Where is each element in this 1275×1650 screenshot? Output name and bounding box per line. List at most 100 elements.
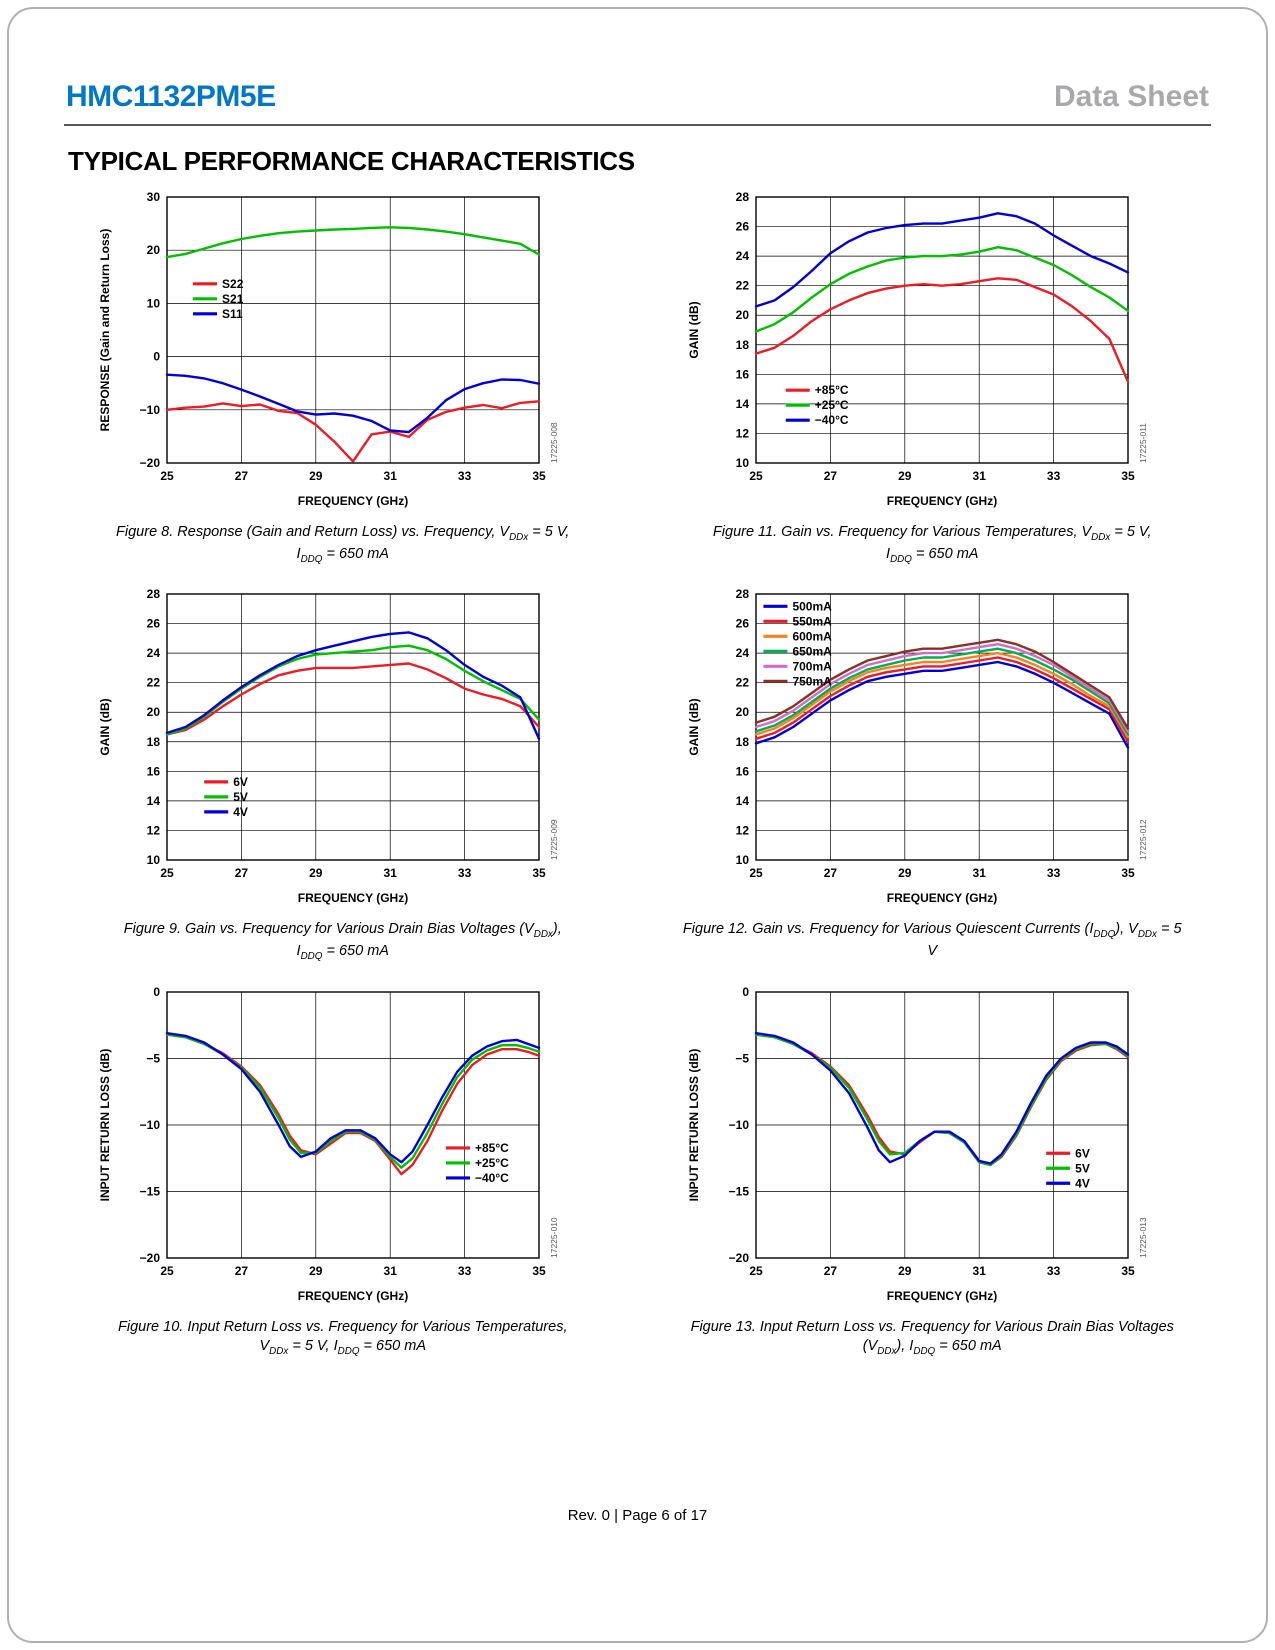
svg-text:17225-013: 17225-013 bbox=[1138, 1217, 1148, 1258]
svg-text:FREQUENCY (GHz): FREQUENCY (GHz) bbox=[298, 891, 408, 905]
svg-text:−40°C: −40°C bbox=[475, 1171, 509, 1185]
svg-text:26: 26 bbox=[736, 617, 750, 631]
chart-area: 25 27 29 31 33 35 28 26 24 22 20 18 16 14 12 10 6V 5V 4V FR… bbox=[93, 582, 593, 916]
svg-text:4V: 4V bbox=[1075, 1176, 1090, 1190]
svg-text:27: 27 bbox=[824, 469, 838, 483]
svg-text:25: 25 bbox=[750, 469, 764, 483]
svg-text:5V: 5V bbox=[233, 790, 248, 804]
svg-text:18: 18 bbox=[146, 735, 160, 749]
svg-text:INPUT RETURN LOSS (dB): INPUT RETURN LOSS (dB) bbox=[98, 1048, 112, 1201]
svg-text:28: 28 bbox=[736, 587, 750, 601]
svg-text:GAIN (dB): GAIN (dB) bbox=[687, 301, 701, 358]
svg-text:−15: −15 bbox=[139, 1184, 160, 1198]
chart-area: 25 27 29 31 33 35 30 20 10 0 −10 −20 S22 S21 S11 FREQUE… bbox=[93, 185, 593, 519]
chart-svg-17225-011: 25 27 29 31 33 35 28 26 24 22 20 18 16 14 12 10 +85°C+25… bbox=[687, 190, 1148, 508]
page-footer: Rev. 0 | Page 6 of 17 bbox=[567, 1507, 708, 1524]
svg-text:S22: S22 bbox=[222, 277, 244, 291]
svg-text:INPUT RETURN LOSS (dB): INPUT RETURN LOSS (dB) bbox=[687, 1048, 701, 1201]
figure-13: 25 27 29 31 33 35 0 −5 −10 −15 −20 6V 5V 4V FREQUENCY … bbox=[682, 980, 1182, 1359]
svg-text:+85°C: +85°C bbox=[475, 1141, 509, 1155]
svg-text:14: 14 bbox=[736, 794, 750, 808]
svg-text:6V: 6V bbox=[1075, 1146, 1090, 1160]
svg-text:29: 29 bbox=[309, 1264, 323, 1278]
svg-text:17225-009: 17225-009 bbox=[549, 819, 559, 860]
chart-area: 25 27 29 31 33 35 0 −5 −10 −15 −20 +85°C +25°C −40°C F… bbox=[93, 980, 593, 1314]
svg-text:0: 0 bbox=[153, 350, 160, 364]
svg-text:16: 16 bbox=[736, 765, 750, 779]
svg-text:33: 33 bbox=[458, 1264, 472, 1278]
svg-text:−10: −10 bbox=[139, 403, 160, 417]
svg-text:−20: −20 bbox=[139, 456, 160, 470]
figure-10: 25 27 29 31 33 35 0 −5 −10 −15 −20 +85°C +25°C −40°C F… bbox=[93, 980, 593, 1359]
svg-text:27: 27 bbox=[234, 1264, 248, 1278]
svg-text:GAIN (dB): GAIN (dB) bbox=[687, 699, 701, 756]
header-rule bbox=[64, 124, 1211, 126]
svg-text:20: 20 bbox=[146, 706, 160, 720]
svg-text:31: 31 bbox=[383, 866, 397, 880]
svg-text:24: 24 bbox=[146, 647, 160, 661]
svg-text:FREQUENCY (GHz): FREQUENCY (GHz) bbox=[887, 494, 997, 508]
svg-text:22: 22 bbox=[146, 676, 160, 690]
svg-text:27: 27 bbox=[824, 1264, 838, 1278]
svg-text:0: 0 bbox=[153, 985, 160, 999]
svg-text:26: 26 bbox=[736, 220, 750, 234]
svg-text:4V: 4V bbox=[233, 805, 248, 819]
chart-svg-17225-012: 25 27 29 31 33 35 28 26 24 22 20 18 16 14 12 10 500mA550… bbox=[687, 587, 1148, 905]
svg-text:10: 10 bbox=[146, 296, 160, 310]
svg-text:35: 35 bbox=[532, 469, 546, 483]
svg-text:−15: −15 bbox=[729, 1184, 750, 1198]
svg-text:25: 25 bbox=[750, 1264, 764, 1278]
figure-caption: Figure 8. Response (Gain and Return Loss… bbox=[116, 524, 570, 565]
svg-text:17225-012: 17225-012 bbox=[1138, 819, 1148, 860]
svg-text:25: 25 bbox=[750, 866, 764, 880]
figure-caption: Figure 10. Input Return Loss vs. Frequen… bbox=[118, 1318, 568, 1357]
svg-text:5V: 5V bbox=[1075, 1161, 1090, 1175]
svg-text:FREQUENCY (GHz): FREQUENCY (GHz) bbox=[887, 1289, 997, 1303]
svg-text:35: 35 bbox=[1122, 866, 1136, 880]
svg-text:RESPONSE (Gain and Return Loss: RESPONSE (Gain and Return Loss) bbox=[98, 229, 112, 432]
svg-text:20: 20 bbox=[146, 243, 160, 257]
figure-9: 25 27 29 31 33 35 28 26 24 22 20 18 16 14 12 10 6V 5V 4V FR… bbox=[93, 582, 593, 963]
svg-text:+25°C: +25°C bbox=[475, 1156, 509, 1170]
svg-text:−10: −10 bbox=[139, 1118, 160, 1132]
doc-type-label: Data Sheet bbox=[1053, 80, 1209, 113]
svg-text:35: 35 bbox=[1122, 469, 1136, 483]
svg-text:0: 0 bbox=[743, 985, 750, 999]
svg-text:20: 20 bbox=[736, 308, 750, 322]
svg-text:14: 14 bbox=[736, 397, 750, 411]
svg-text:35: 35 bbox=[532, 1264, 546, 1278]
svg-text:10: 10 bbox=[736, 456, 750, 470]
svg-text:+25°C: +25°C bbox=[815, 398, 849, 412]
svg-text:10: 10 bbox=[146, 853, 160, 867]
svg-text:650mA: 650mA bbox=[793, 645, 833, 659]
chart-area: 25 27 29 31 33 35 28 26 24 22 20 18 16 14 12 10 500mA 550… bbox=[682, 582, 1182, 916]
svg-text:16: 16 bbox=[736, 367, 750, 381]
svg-text:22: 22 bbox=[736, 279, 750, 293]
charts-grid: 25 27 29 31 33 35 30 20 10 0 −10 −20 S22 S21 S11 FREQUE… bbox=[48, 185, 1227, 1358]
svg-text:18: 18 bbox=[736, 735, 750, 749]
figure-caption: Figure 11. Gain vs. Frequency for Variou… bbox=[712, 524, 1152, 565]
figure-11: 25 27 29 31 33 35 28 26 24 22 20 18 16 14 12 10 +85°C +25… bbox=[682, 185, 1182, 566]
svg-text:28: 28 bbox=[736, 190, 750, 204]
svg-text:33: 33 bbox=[458, 469, 472, 483]
svg-text:28: 28 bbox=[146, 587, 160, 601]
svg-text:FREQUENCY (GHz): FREQUENCY (GHz) bbox=[298, 494, 408, 508]
svg-text:31: 31 bbox=[383, 469, 397, 483]
svg-text:−5: −5 bbox=[146, 1051, 160, 1065]
svg-text:FREQUENCY (GHz): FREQUENCY (GHz) bbox=[887, 891, 997, 905]
figure-12: 25 27 29 31 33 35 28 26 24 22 20 18 16 14 12 10 500mA 550… bbox=[682, 582, 1182, 963]
svg-text:750mA: 750mA bbox=[793, 675, 833, 689]
svg-text:20: 20 bbox=[736, 706, 750, 720]
figure-caption: Figure 13. Input Return Loss vs. Frequen… bbox=[690, 1318, 1174, 1357]
svg-text:25: 25 bbox=[160, 469, 174, 483]
chart-svg-17225-010: 25 27 29 31 33 35 0 −5 −10 −15 −20 +85°C+25°C−40°C F… bbox=[98, 985, 559, 1303]
figure-caption: Figure 9. Gain vs. Frequency for Various… bbox=[123, 921, 562, 962]
svg-text:33: 33 bbox=[458, 866, 472, 880]
svg-text:GAIN (dB): GAIN (dB) bbox=[98, 699, 112, 756]
svg-text:550mA: 550mA bbox=[793, 615, 833, 629]
chart-area: 25 27 29 31 33 35 28 26 24 22 20 18 16 14 12 10 +85°C +25… bbox=[682, 185, 1182, 519]
svg-text:25: 25 bbox=[160, 866, 174, 880]
svg-text:35: 35 bbox=[532, 866, 546, 880]
